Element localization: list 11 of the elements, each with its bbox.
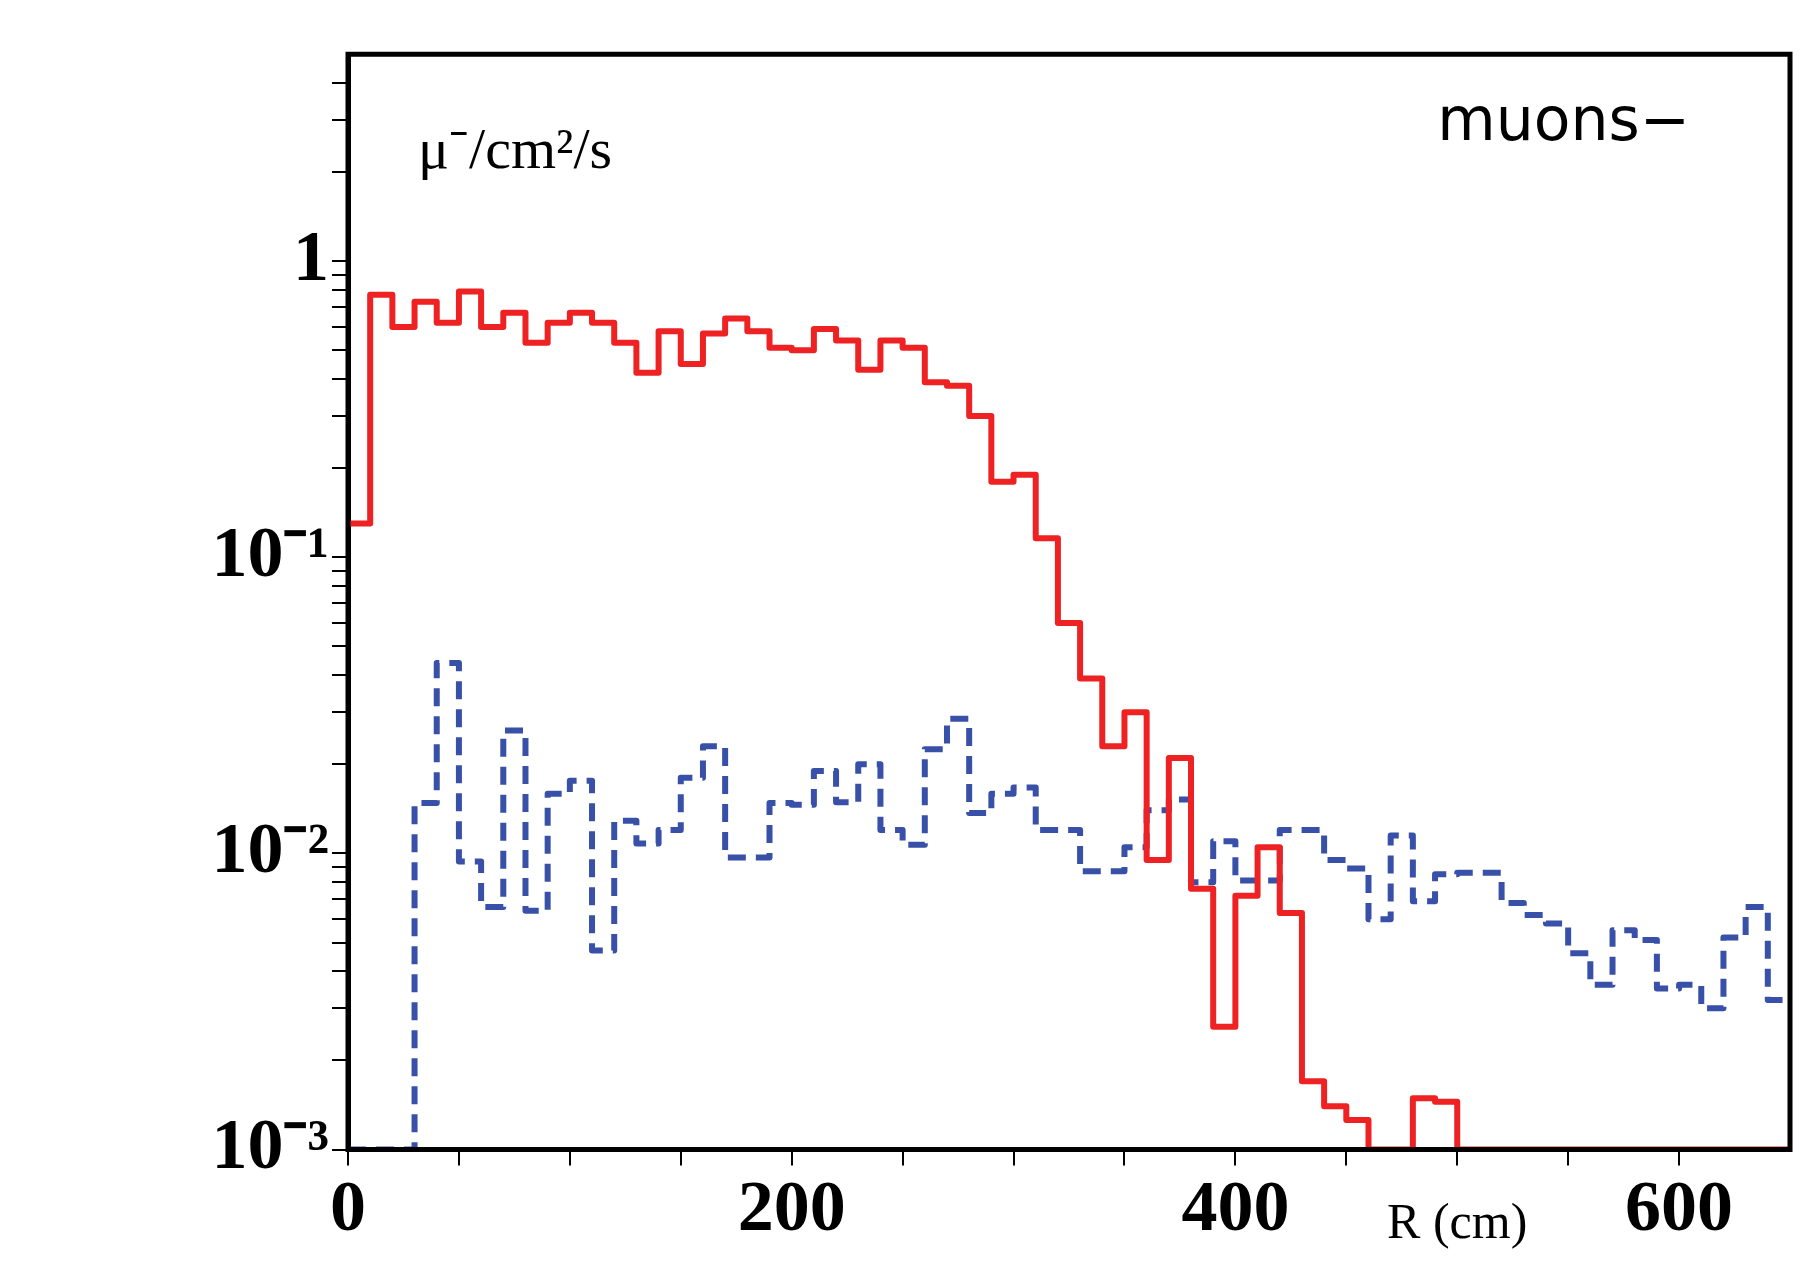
y-tick-label: 10⁻² bbox=[211, 808, 329, 889]
x-tick-label: 400 bbox=[1181, 1166, 1290, 1247]
y-tick-label: 10⁻³ bbox=[211, 1104, 329, 1185]
y-tick-label: 10⁻¹ bbox=[211, 511, 329, 592]
y-tick-label: 1 bbox=[293, 215, 329, 296]
x-axis-title: R (cm) bbox=[1387, 1193, 1528, 1250]
y-axis-title: μ⁻/cm²/s bbox=[418, 116, 613, 182]
text: muons− bbox=[1437, 83, 1690, 154]
x-tick-label: 0 bbox=[330, 1166, 366, 1247]
x-tick-label: 600 bbox=[1625, 1166, 1734, 1247]
x-tick-label: 200 bbox=[737, 1166, 846, 1247]
